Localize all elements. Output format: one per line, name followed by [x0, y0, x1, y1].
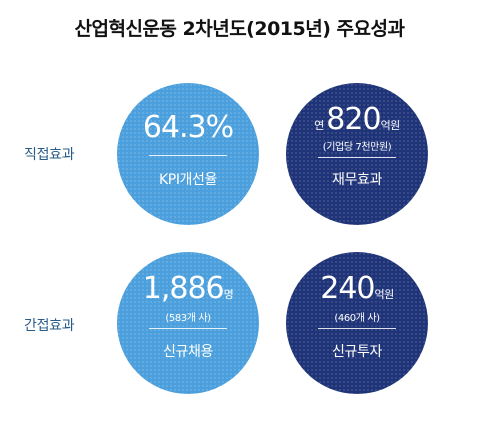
finance-unit: 억원 — [380, 119, 401, 132]
new-hiring-circle: 1,886명 (583개 사) 신규채용 — [117, 252, 259, 394]
page-title: 산업혁신운동 2차년도(2015년) 주요성과 — [74, 18, 405, 40]
new-investment-circle: 240억원 (460개 사) 신규투자 — [286, 252, 428, 394]
hiring-caption: 신규채용 — [163, 344, 213, 360]
financial-effect-circle: 연820억원 (기업당 7천만원) 재무효과 — [286, 83, 428, 225]
investment-unit: 억원 — [374, 288, 395, 301]
investment-sub: (460개 사) — [334, 313, 380, 324]
row-label-direct: 직접효과 — [24, 147, 75, 163]
finance-value: 820 — [326, 102, 381, 137]
investment-divider — [318, 328, 396, 329]
kpi-value-line: 64.3% — [117, 113, 259, 143]
hiring-unit: 명 — [223, 288, 234, 301]
investment-value: 240 — [320, 271, 375, 306]
finance-sub: (기업당 7천만원) — [322, 142, 392, 153]
finance-caption: 재무효과 — [332, 172, 382, 188]
kpi-improvement-circle: 64.3% KPI개선율 — [117, 83, 259, 225]
finance-value-line: 연820억원 — [286, 105, 428, 135]
hiring-value: 1,886 — [142, 271, 225, 306]
finance-divider — [318, 157, 396, 158]
kpi-caption: KPI개선율 — [159, 172, 217, 188]
finance-prefix: 연 — [314, 119, 325, 132]
kpi-value: 64.3% — [142, 110, 234, 145]
hiring-sub: (583개 사) — [165, 313, 211, 324]
investment-value-line: 240억원 — [286, 274, 428, 304]
row-label-indirect: 간접효과 — [24, 318, 75, 334]
kpi-divider — [149, 155, 227, 156]
hiring-value-line: 1,886명 — [117, 274, 259, 304]
hiring-divider — [149, 328, 227, 329]
investment-caption: 신규투자 — [332, 344, 382, 360]
